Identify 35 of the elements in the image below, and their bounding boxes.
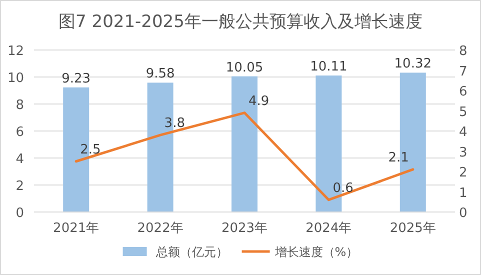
y-tick-label: 0: [16, 206, 24, 221]
y2-tick-label: 0: [459, 206, 468, 221]
x-tick-label: 2024年: [306, 221, 352, 236]
legend-label: 增长速度（%）: [274, 245, 358, 259]
data-label: 3.8: [164, 116, 185, 132]
y2-tick-label: 6: [459, 84, 468, 100]
y-tick-label: 10: [7, 71, 24, 86]
data-label: 2.5: [80, 142, 101, 158]
x-tick-label: 2025年: [390, 221, 436, 236]
y2-tick-label: 1: [459, 186, 468, 201]
x-tick-label: 2023年: [221, 221, 268, 236]
data-label: 9.23: [62, 71, 91, 86]
y2-tick-label: 5: [459, 104, 468, 120]
y2-tick-label: 4: [459, 125, 468, 140]
y2-tick-label: 3: [459, 145, 468, 160]
y-tick-label: 2: [16, 179, 24, 194]
data-label: 10.05: [226, 60, 264, 76]
x-tick-label: 2022年: [137, 221, 184, 236]
data-label: 10.32: [394, 56, 432, 72]
title: 图7 2021-2025年一般公共预算收入及增长速度: [58, 12, 422, 32]
y-tick-label: 4: [16, 152, 24, 167]
data-label: 4.9: [248, 94, 270, 109]
data-label: 2.1: [388, 150, 409, 166]
y2-tick-label: 8: [459, 44, 468, 59]
y2-tick-label: 7: [459, 64, 468, 80]
y2-tick-label: 2: [459, 166, 468, 180]
data-label: 10.11: [310, 60, 348, 75]
data-label: 9.58: [146, 66, 175, 82]
x-tick-label: 2021年: [53, 221, 100, 236]
data-label: 0.6: [332, 180, 354, 196]
y-tick-label: 6: [16, 125, 24, 140]
legend-label: 总额（亿元）: [154, 245, 228, 259]
line-series: [74, 112, 414, 202]
y-tick-label: 8: [16, 98, 24, 113]
y-tick-label: 12: [7, 44, 24, 59]
